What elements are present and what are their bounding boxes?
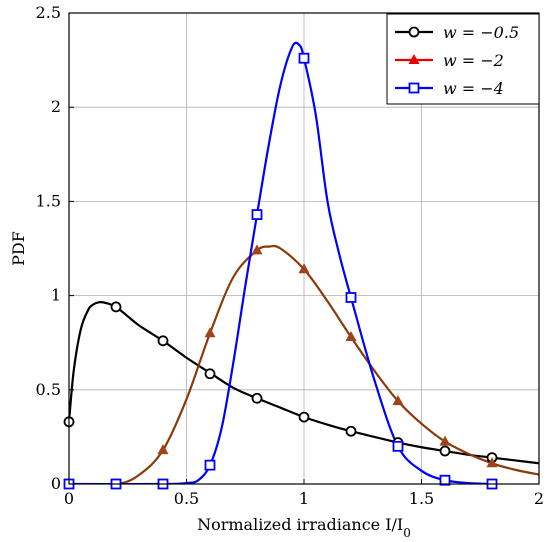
series-1-marker-7	[392, 395, 404, 406]
series-0-marker-8	[439, 445, 451, 457]
x-tick-label: 2	[534, 489, 544, 508]
series-line-2	[69, 41, 493, 484]
series-1-marker-8	[439, 435, 451, 446]
series-1-marker-4	[251, 244, 263, 255]
series-0-marker-5	[298, 411, 310, 423]
series-1-marker-6	[345, 331, 357, 342]
x-tick-label: 0	[64, 489, 74, 508]
legend-label-2: w = −4	[443, 79, 504, 98]
y-axis-label: PDF	[9, 231, 28, 266]
y-tick-label: 2.5	[36, 3, 61, 22]
series-2-marker-6	[345, 292, 357, 303]
series-line-0	[69, 300, 539, 465]
legend: w = −0.5 w = −2 w = −4	[386, 13, 540, 105]
series-2-marker-8	[439, 474, 451, 486]
series-1-marker-2	[157, 444, 169, 455]
y-tick-label: 2	[51, 97, 61, 116]
series-legend-2-marker-0	[408, 82, 420, 94]
series-1-marker-3	[204, 327, 216, 338]
series-2-marker-3	[204, 459, 216, 471]
x-tick-label: 1.5	[409, 489, 434, 508]
series-2-marker-7	[392, 440, 404, 452]
y-tick-label: 1.5	[36, 191, 61, 210]
series-0-marker-4	[251, 392, 263, 404]
series-legend-1-marker-0	[408, 54, 420, 64]
x-axis-label: Normalized irradiance I/I0	[197, 515, 411, 540]
x-tick-label: 1	[299, 489, 309, 508]
series-0-marker-2	[157, 335, 169, 347]
series-markers	[63, 52, 498, 490]
series-0-marker-6	[345, 425, 357, 437]
y-tick-label: 1	[51, 286, 61, 305]
series-1-marker-5	[298, 263, 310, 274]
x-tick-label: 0.5	[174, 489, 199, 508]
series-2-marker-4	[251, 209, 263, 220]
y-tick-labels: 0 0.5 1 1.5 2 2.5	[36, 3, 74, 493]
x-tick-labels: 0 0.5 1 1.5 2	[64, 479, 544, 508]
series-legend-0-marker-0	[408, 26, 420, 38]
y-tick-label: 0	[51, 474, 61, 493]
legend-label-0: w = −0.5	[443, 23, 519, 42]
series-0-marker-3	[204, 368, 216, 380]
y-tick-label: 0.5	[36, 380, 61, 399]
series-2-marker-5	[298, 52, 310, 64]
legend-label-1: w = −2	[443, 51, 504, 70]
series-1-marker-9	[486, 457, 498, 468]
series-0-marker-1	[110, 301, 122, 313]
